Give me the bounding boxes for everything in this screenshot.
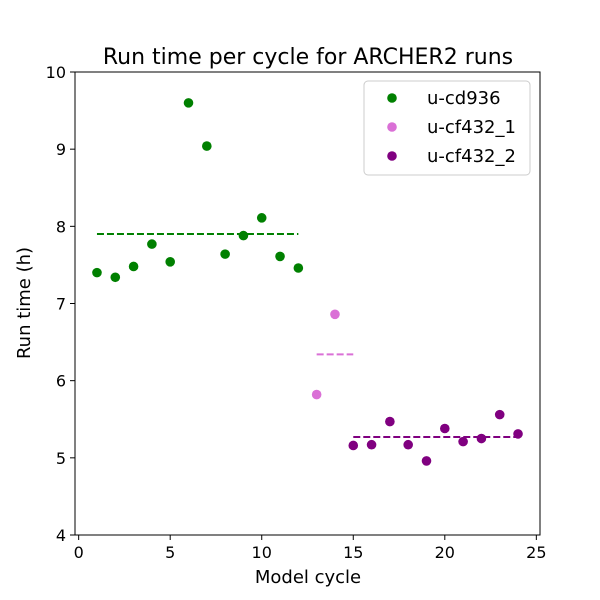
legend-label-u-cf432_1: u-cf432_1 (427, 117, 516, 138)
data-point-u-cf432_2 (513, 429, 523, 439)
y-tick-label: 7 (56, 295, 66, 314)
x-tick-label: 25 (526, 543, 546, 562)
data-point-u-cf432_2 (385, 416, 395, 427)
y-tick-label: 10 (46, 63, 66, 82)
data-point-u-cd936 (92, 267, 102, 278)
data-point-u-cf432_2 (440, 423, 450, 434)
legend: u-cd936 u-cf432_1 u-cf432_2 (363, 80, 531, 176)
data-point-u-cd936 (293, 263, 304, 273)
x-axis-label: Model cycle (255, 567, 361, 588)
data-point-u-cd936 (147, 239, 157, 249)
x-tick-label: 0 (74, 543, 84, 562)
data-point-u-cd936 (202, 141, 212, 151)
y-tick-label: 6 (56, 372, 66, 391)
data-point-u-cd936 (165, 257, 175, 267)
data-point-u-cd936 (110, 272, 121, 283)
x-tick-label: 20 (435, 543, 455, 562)
data-point-u-cf432_1 (311, 389, 322, 400)
x-tick-label: 10 (252, 543, 272, 562)
data-point-u-cf432_2 (494, 409, 505, 420)
y-axis-ticks: 4 5 6 7 8 9 10 (46, 63, 75, 545)
x-tick-label: 5 (165, 543, 175, 562)
legend-label-u-cf432_2: u-cf432_2 (427, 146, 516, 167)
data-point-u-cf432_2 (476, 433, 487, 444)
data-point-u-cf432_2 (366, 439, 377, 450)
mean-lines (96, 233, 519, 438)
y-axis-label: Run time (h) (14, 247, 35, 359)
y-tick-label: 9 (56, 140, 66, 159)
data-point-u-cf432_2 (458, 436, 468, 447)
legend-marker-u-cd936 (387, 93, 397, 103)
data-point-u-cd936 (275, 251, 285, 262)
x-axis-ticks: 0 5 10 15 20 25 (74, 535, 547, 562)
data-point-u-cd936 (220, 249, 230, 259)
y-tick-label: 4 (56, 526, 66, 545)
legend-label-u-cd936: u-cd936 (427, 88, 501, 109)
legend-marker-u-cf432_1 (387, 122, 397, 132)
plot-area (92, 98, 523, 466)
y-tick-label: 5 (56, 449, 66, 468)
legend-box (363, 80, 531, 176)
data-point-u-cd936 (183, 98, 194, 108)
y-tick-label: 8 (56, 217, 66, 236)
data-point-u-cf432_1 (330, 309, 340, 320)
data-point-u-cf432_2 (348, 440, 359, 451)
chart-title: Run time per cycle for ARCHER2 runs (103, 45, 513, 70)
legend-marker-u-cf432_2 (387, 151, 397, 161)
data-points (92, 98, 523, 466)
data-point-u-cf432_2 (421, 456, 432, 466)
data-point-u-cd936 (238, 230, 249, 241)
data-point-u-cd936 (128, 261, 139, 272)
data-point-u-cf432_2 (403, 439, 413, 450)
x-tick-label: 15 (343, 543, 363, 562)
data-point-u-cd936 (256, 213, 267, 223)
